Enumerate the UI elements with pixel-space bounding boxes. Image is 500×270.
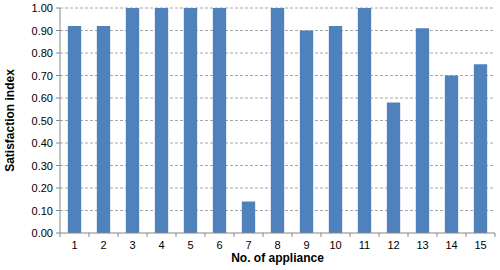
bar <box>271 8 284 233</box>
y-tick-label: 0.90 <box>32 25 53 37</box>
bar <box>97 26 110 233</box>
y-tick <box>56 165 60 166</box>
bar <box>68 26 81 233</box>
x-tick <box>466 233 467 237</box>
y-tick-label: 1.00 <box>32 2 53 14</box>
x-tick-label: 4 <box>158 239 164 251</box>
x-tick <box>292 233 293 237</box>
x-tick-label: 9 <box>303 239 309 251</box>
y-tick-label: 0.80 <box>32 47 53 59</box>
y-tick <box>56 210 60 211</box>
bar <box>445 76 458 234</box>
bar <box>329 26 342 233</box>
bar <box>155 8 168 233</box>
x-tick <box>205 233 206 237</box>
x-tick <box>147 233 148 237</box>
x-tick <box>350 233 351 237</box>
x-axis <box>60 233 495 234</box>
x-tick <box>176 233 177 237</box>
x-tick-label: 6 <box>216 239 222 251</box>
x-tick <box>321 233 322 237</box>
x-tick-label: 12 <box>387 239 399 251</box>
bar <box>126 8 139 233</box>
x-tick <box>437 233 438 237</box>
x-axis-title: No. of appliance <box>231 251 324 265</box>
x-tick <box>89 233 90 237</box>
bar <box>300 31 313 234</box>
y-tick <box>56 98 60 99</box>
bar <box>184 8 197 233</box>
x-tick-label: 11 <box>359 239 370 251</box>
y-tick <box>56 120 60 121</box>
x-tick-label: 5 <box>187 239 193 251</box>
y-tick-label: 0.30 <box>32 160 53 172</box>
bar <box>213 8 226 233</box>
x-tick-label: 8 <box>274 239 280 251</box>
y-tick-label: 0.70 <box>32 70 53 82</box>
bar <box>474 64 487 233</box>
x-tick <box>495 233 496 237</box>
x-tick <box>234 233 235 237</box>
y-tick-label: 0.20 <box>32 182 53 194</box>
x-tick-label: 13 <box>416 239 428 251</box>
y-tick <box>56 53 60 54</box>
x-tick-label: 2 <box>100 239 106 251</box>
y-axis <box>60 8 61 233</box>
x-tick-label: 10 <box>329 239 341 251</box>
bar <box>242 202 255 234</box>
x-tick <box>263 233 264 237</box>
x-tick <box>408 233 409 237</box>
y-tick-label: 0.60 <box>32 92 53 104</box>
y-tick <box>56 188 60 189</box>
x-tick <box>379 233 380 237</box>
x-tick <box>60 233 61 237</box>
y-tick-label: 0.50 <box>32 115 53 127</box>
bars <box>68 8 487 233</box>
y-tick <box>56 30 60 31</box>
x-tick-label: 7 <box>245 239 251 251</box>
x-tick <box>118 233 119 237</box>
y-tick-label: 0.00 <box>32 227 53 239</box>
y-tick-label: 0.10 <box>32 205 53 217</box>
bar <box>387 103 400 234</box>
x-tick-label: 14 <box>445 239 457 251</box>
chart: 0.00 0.10 0.20 0.30 0.40 0.50 0.60 0.70 0.80 0.90… <box>0 0 500 270</box>
x-tick-label: 3 <box>129 239 135 251</box>
y-tick <box>56 233 60 234</box>
y-tick <box>56 143 60 144</box>
bar <box>358 8 371 233</box>
x-tick-label: 1 <box>71 239 77 251</box>
bar <box>416 28 429 233</box>
y-tick <box>56 75 60 76</box>
x-tick-label: 15 <box>474 239 486 251</box>
y-axis-title: Satisfaction index <box>3 69 17 172</box>
y-tick-label: 0.40 <box>32 137 53 149</box>
y-tick <box>56 8 60 9</box>
